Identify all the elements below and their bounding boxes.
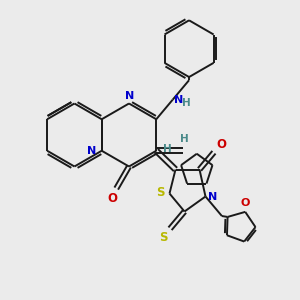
Text: O: O [108,192,118,205]
Text: H: H [182,98,191,108]
Text: N: N [208,191,217,202]
Text: H: H [180,134,189,144]
Text: H: H [163,143,172,154]
Text: O: O [241,198,250,208]
Text: N: N [87,146,96,156]
Text: N: N [174,95,183,105]
Text: N: N [125,91,134,101]
Text: S: S [157,185,165,199]
Text: O: O [216,138,226,151]
Text: S: S [159,231,168,244]
